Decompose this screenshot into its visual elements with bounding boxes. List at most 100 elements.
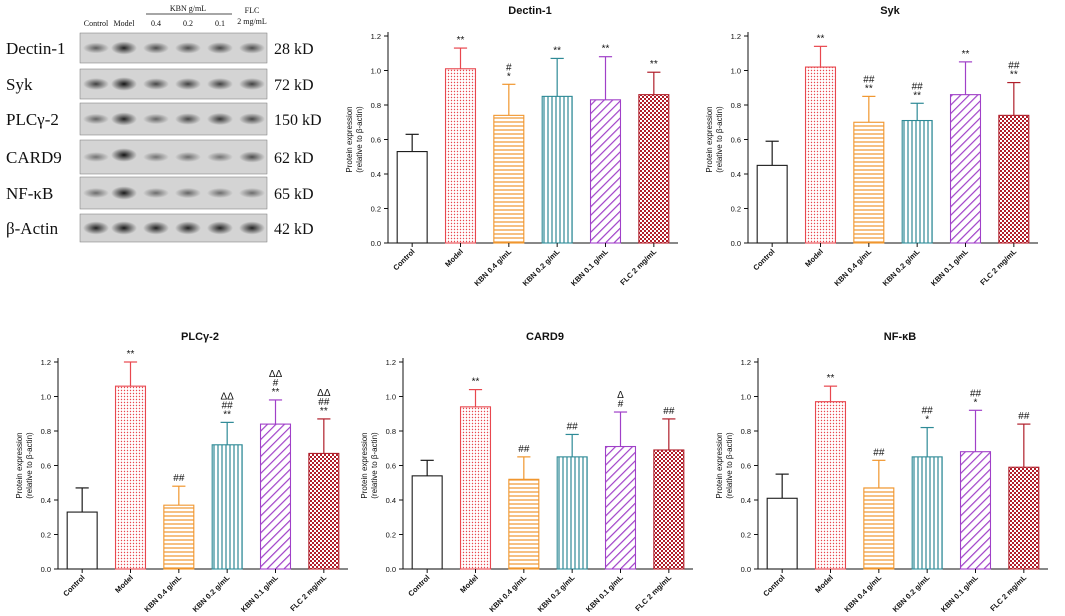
y-tick-label: 0.4 — [386, 496, 396, 505]
y-tick-label: 0.6 — [731, 136, 741, 145]
y-tick-label: 0.4 — [731, 170, 741, 179]
header-kbn-02: 0.2 — [183, 19, 193, 28]
significance-marker: # — [273, 378, 279, 389]
y-tick-label: 0.0 — [741, 565, 751, 574]
blot-size-label: 150 kD — [274, 112, 322, 129]
y-tick-label: 0.4 — [371, 170, 381, 179]
bar — [998, 114, 1030, 244]
western-blot-figure: Control Model 0.4 0.2 0.1 KBN g/mL FLC 2 mg/mL D… — [6, 4, 322, 243]
blot-band — [143, 221, 169, 235]
y-axis-label-unit: (relative to β-actin) — [25, 432, 34, 499]
bar — [493, 114, 525, 244]
blot-band — [207, 78, 233, 90]
significance-marker: ΔΔ — [269, 369, 283, 380]
bar — [589, 99, 622, 244]
y-tick-label: 0.0 — [41, 565, 51, 574]
header-model: Model — [114, 19, 136, 28]
blot-band — [239, 113, 265, 125]
bar — [444, 68, 477, 244]
significance-marker: ## — [1008, 61, 1020, 72]
category-label: Control — [391, 247, 416, 272]
bar — [556, 456, 588, 570]
blot-strip-4 — [79, 139, 268, 175]
significance-marker: ## — [567, 421, 579, 432]
blot-band — [83, 113, 109, 125]
y-tick-label: 0.2 — [386, 531, 396, 540]
y-tick-label: 0.0 — [371, 239, 381, 248]
category-label: Control — [761, 573, 786, 598]
bar — [814, 401, 847, 570]
significance-marker: * — [925, 415, 929, 426]
blot-band — [239, 78, 265, 90]
bar — [114, 385, 147, 570]
significance-marker: * — [507, 71, 511, 82]
bar — [508, 478, 540, 570]
y-tick-label: 1.2 — [386, 358, 396, 367]
y-tick-label: 0.2 — [731, 205, 741, 214]
blot-band — [83, 78, 109, 90]
blot-size-label: 62 kD — [274, 150, 314, 167]
blot-band — [239, 221, 265, 235]
chart-dectin1: Dectin-1 Protein expression (relative to β… — [330, 0, 690, 290]
y-axis-label: Protein expression — [360, 432, 369, 498]
y-tick-label: 1.2 — [41, 358, 51, 367]
y-axis-label-unit: (relative to β-actin) — [715, 106, 724, 173]
y-tick-label: 0.8 — [371, 101, 381, 110]
category-label: KBN 0.2 g/mL — [881, 247, 922, 288]
significance-marker: ** — [553, 45, 561, 56]
bar — [901, 119, 933, 244]
significance-marker: ** — [1010, 70, 1018, 81]
y-tick-label: 0.0 — [386, 565, 396, 574]
bar — [66, 511, 98, 570]
significance-marker: ** — [272, 387, 280, 398]
blot-protein-label: PLCγ-2 — [6, 110, 59, 129]
blot-band — [111, 41, 137, 55]
bar — [411, 475, 443, 570]
y-tick-label: 0.6 — [41, 462, 51, 471]
y-axis-label-unit: (relative to β-actin) — [355, 106, 364, 173]
y-axis-label: Protein expression — [715, 432, 724, 498]
significance-marker: ## — [922, 406, 934, 417]
blot-band — [143, 187, 169, 199]
significance-marker: ** — [650, 59, 658, 70]
blot-band — [143, 42, 169, 54]
blot-band — [83, 152, 109, 162]
y-axis-label: Protein expression — [15, 432, 24, 498]
blot-band — [239, 42, 265, 54]
category-label: FLC 2 mg/mL — [633, 573, 673, 613]
bar — [863, 487, 895, 570]
blot-band — [143, 152, 169, 162]
blot-size-label: 42 kD — [274, 221, 314, 238]
bar — [756, 164, 788, 244]
y-tick-label: 0.6 — [386, 462, 396, 471]
y-tick-label: 1.2 — [731, 32, 741, 41]
y-tick-label: 1.2 — [371, 32, 381, 41]
y-axis-label: Protein expression — [705, 106, 714, 172]
y-axis-label-unit: (relative to β-actin) — [725, 432, 734, 499]
blot-protein-label: β-Actin — [6, 219, 59, 238]
significance-marker: Δ — [617, 390, 624, 401]
blot-band — [175, 187, 201, 199]
significance-marker: ## — [318, 397, 330, 408]
western-blot-panel: Control Model 0.4 0.2 0.1 KBN g/mL FLC 2 mg/mL D… — [0, 0, 330, 257]
y-tick-label: 0.2 — [741, 531, 751, 540]
y-tick-label: 1.0 — [741, 393, 751, 402]
significance-marker: ** — [223, 409, 231, 420]
header-control: Control — [84, 19, 109, 28]
bar — [766, 497, 798, 570]
chart-title: CARD9 — [526, 331, 564, 343]
category-label: Model — [113, 573, 135, 595]
y-tick-label: 0.8 — [386, 427, 396, 436]
significance-marker: ## — [518, 444, 530, 455]
y-tick-label: 0.6 — [371, 136, 381, 145]
y-tick-label: 0.6 — [741, 462, 751, 471]
significance-marker: ** — [913, 90, 921, 101]
category-label: KBN 0.1 g/mL — [929, 247, 970, 288]
significance-marker: # — [618, 399, 624, 410]
blot-protein-label: Dectin-1 — [6, 39, 65, 58]
blot-protein-label: NF-κB — [6, 184, 53, 203]
y-tick-label: 0.2 — [371, 205, 381, 214]
bar — [638, 94, 670, 244]
significance-marker: ** — [472, 377, 480, 388]
y-tick-label: 0.2 — [41, 531, 51, 540]
